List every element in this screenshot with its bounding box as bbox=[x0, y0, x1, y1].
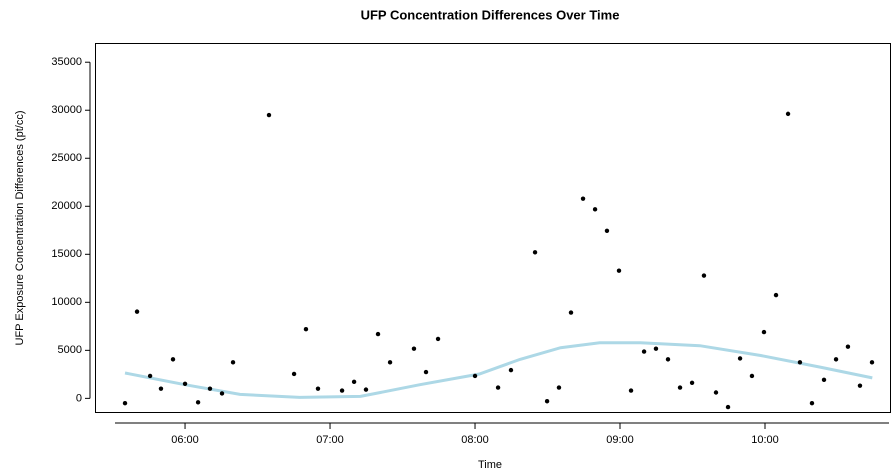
data-point bbox=[147, 373, 153, 379]
data-point bbox=[134, 309, 140, 314]
data-point bbox=[182, 381, 188, 386]
data-point bbox=[556, 385, 562, 390]
data-point bbox=[411, 346, 417, 351]
data-point bbox=[785, 111, 791, 117]
data-point bbox=[435, 336, 441, 342]
x-tick-label: 06:00 bbox=[171, 434, 199, 446]
data-point bbox=[303, 327, 309, 332]
data-point bbox=[387, 360, 393, 365]
x-tick-label: 09:00 bbox=[606, 434, 634, 446]
data-point bbox=[713, 390, 719, 395]
data-point bbox=[592, 207, 598, 212]
x-tick-label: 10:00 bbox=[751, 434, 779, 446]
data-point bbox=[616, 268, 622, 273]
data-point bbox=[230, 360, 236, 365]
data-point bbox=[532, 250, 538, 255]
plot-frame bbox=[95, 43, 891, 413]
data-point bbox=[207, 386, 213, 391]
data-point bbox=[628, 388, 634, 393]
data-point bbox=[857, 383, 863, 388]
data-point bbox=[665, 357, 671, 362]
data-point bbox=[266, 112, 272, 118]
data-point bbox=[195, 400, 201, 405]
y-tick-label: 25000 bbox=[51, 152, 82, 164]
data-point bbox=[641, 349, 647, 354]
data-point bbox=[291, 371, 297, 377]
data-point bbox=[869, 360, 875, 365]
data-point bbox=[363, 387, 369, 392]
y-tick-label: 15000 bbox=[51, 248, 82, 260]
data-point bbox=[845, 344, 851, 349]
data-point bbox=[580, 196, 586, 201]
y-tick-label: 5000 bbox=[58, 344, 82, 356]
chart-title: UFP Concentration Differences Over Time bbox=[361, 7, 620, 22]
x-tick-label: 08:00 bbox=[461, 434, 489, 446]
data-point bbox=[508, 367, 514, 373]
smooth-line bbox=[124, 341, 873, 399]
data-point bbox=[677, 385, 683, 390]
data-point bbox=[833, 357, 839, 362]
data-point bbox=[375, 331, 381, 337]
data-point bbox=[495, 385, 501, 390]
data-point bbox=[604, 228, 610, 233]
y-tick-label: 20000 bbox=[51, 200, 82, 212]
data-point bbox=[689, 380, 695, 386]
data-point bbox=[472, 373, 478, 379]
y-tick-label: 0 bbox=[76, 392, 82, 404]
x-tick-label: 07:00 bbox=[316, 434, 344, 446]
data-point bbox=[701, 273, 707, 278]
data-point bbox=[544, 399, 550, 404]
data-point bbox=[737, 356, 743, 361]
data-point bbox=[725, 404, 731, 410]
data-point bbox=[653, 346, 659, 351]
data-point bbox=[122, 400, 128, 406]
data-point bbox=[339, 388, 345, 393]
y-axis-label: UFP Exposure Concentration Differences (… bbox=[14, 111, 26, 346]
x-axis-label: Time bbox=[478, 459, 502, 471]
data-point bbox=[170, 357, 176, 362]
data-point bbox=[773, 292, 779, 298]
data-point bbox=[158, 386, 164, 391]
y-tick-label: 30000 bbox=[51, 104, 82, 116]
data-point bbox=[761, 329, 767, 335]
data-point bbox=[219, 391, 225, 396]
data-point bbox=[315, 386, 321, 391]
y-tick-label: 10000 bbox=[51, 296, 82, 308]
data-point bbox=[568, 310, 574, 315]
y-tick-label: 35000 bbox=[51, 56, 82, 68]
data-point bbox=[797, 360, 803, 365]
data-point bbox=[821, 377, 827, 383]
data-point bbox=[809, 400, 815, 406]
data-point bbox=[351, 379, 357, 385]
data-point bbox=[749, 373, 755, 379]
data-point bbox=[423, 369, 429, 375]
